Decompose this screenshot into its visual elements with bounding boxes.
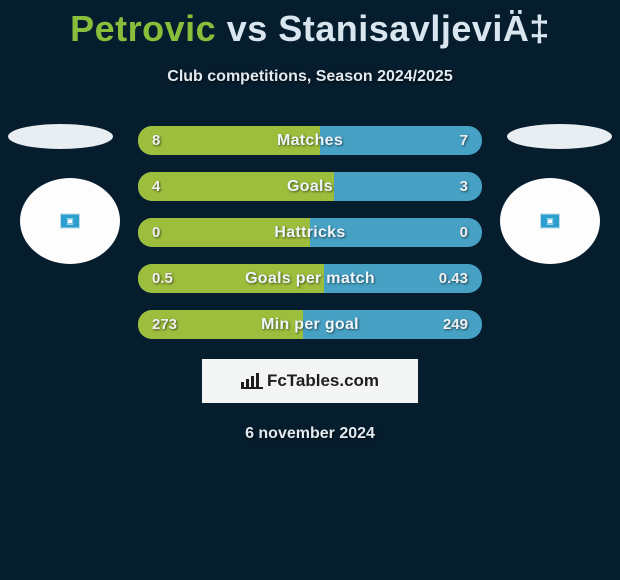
site-logo: FcTables.com [241,371,379,391]
stat-row: 4Goals3 [138,172,482,201]
stat-row: 8Matches7 [138,126,482,155]
stat-label: Goals [138,178,482,196]
player-left-name: Petrovic [70,8,216,49]
player-left-shadow [8,124,113,149]
stat-value-right: 3 [460,178,468,195]
stat-row: 0Hattricks0 [138,218,482,247]
stat-row: 0.5Goals per match0.43 [138,264,482,293]
player-left-badge: ▣ [20,178,120,264]
player-right-shadow [507,124,612,149]
placeholder-icon: ▣ [60,214,80,229]
placeholder-icon: ▣ [540,214,560,229]
vs-separator: vs [216,8,278,49]
stat-label: Min per goal [138,316,482,334]
stat-label: Hattricks [138,224,482,242]
player-right-name: StanisavljeviÄ‡ [278,8,550,49]
chart-icon [241,373,263,389]
page-title: Petrovic vs StanisavljeviÄ‡ [0,0,620,50]
stat-value-right: 0 [460,224,468,241]
stat-value-right: 7 [460,132,468,149]
stat-value-right: 0.43 [439,270,468,287]
stats-list: 8Matches7 4Goals3 0Hattricks0 0.5Goals per … [138,126,482,339]
stat-row: 273Min per goal249 [138,310,482,339]
stat-value-right: 249 [443,316,468,333]
date-label: 6 november 2024 [0,425,620,443]
logo-text: FcTables.com [267,371,379,391]
stat-label: Matches [138,132,482,150]
stat-label: Goals per match [138,270,482,288]
subtitle: Club competitions, Season 2024/2025 [0,68,620,86]
comparison-card: Petrovic vs StanisavljeviÄ‡ Club competi… [0,0,620,443]
player-right-badge: ▣ [500,178,600,264]
logo-box: FcTables.com [202,359,418,403]
